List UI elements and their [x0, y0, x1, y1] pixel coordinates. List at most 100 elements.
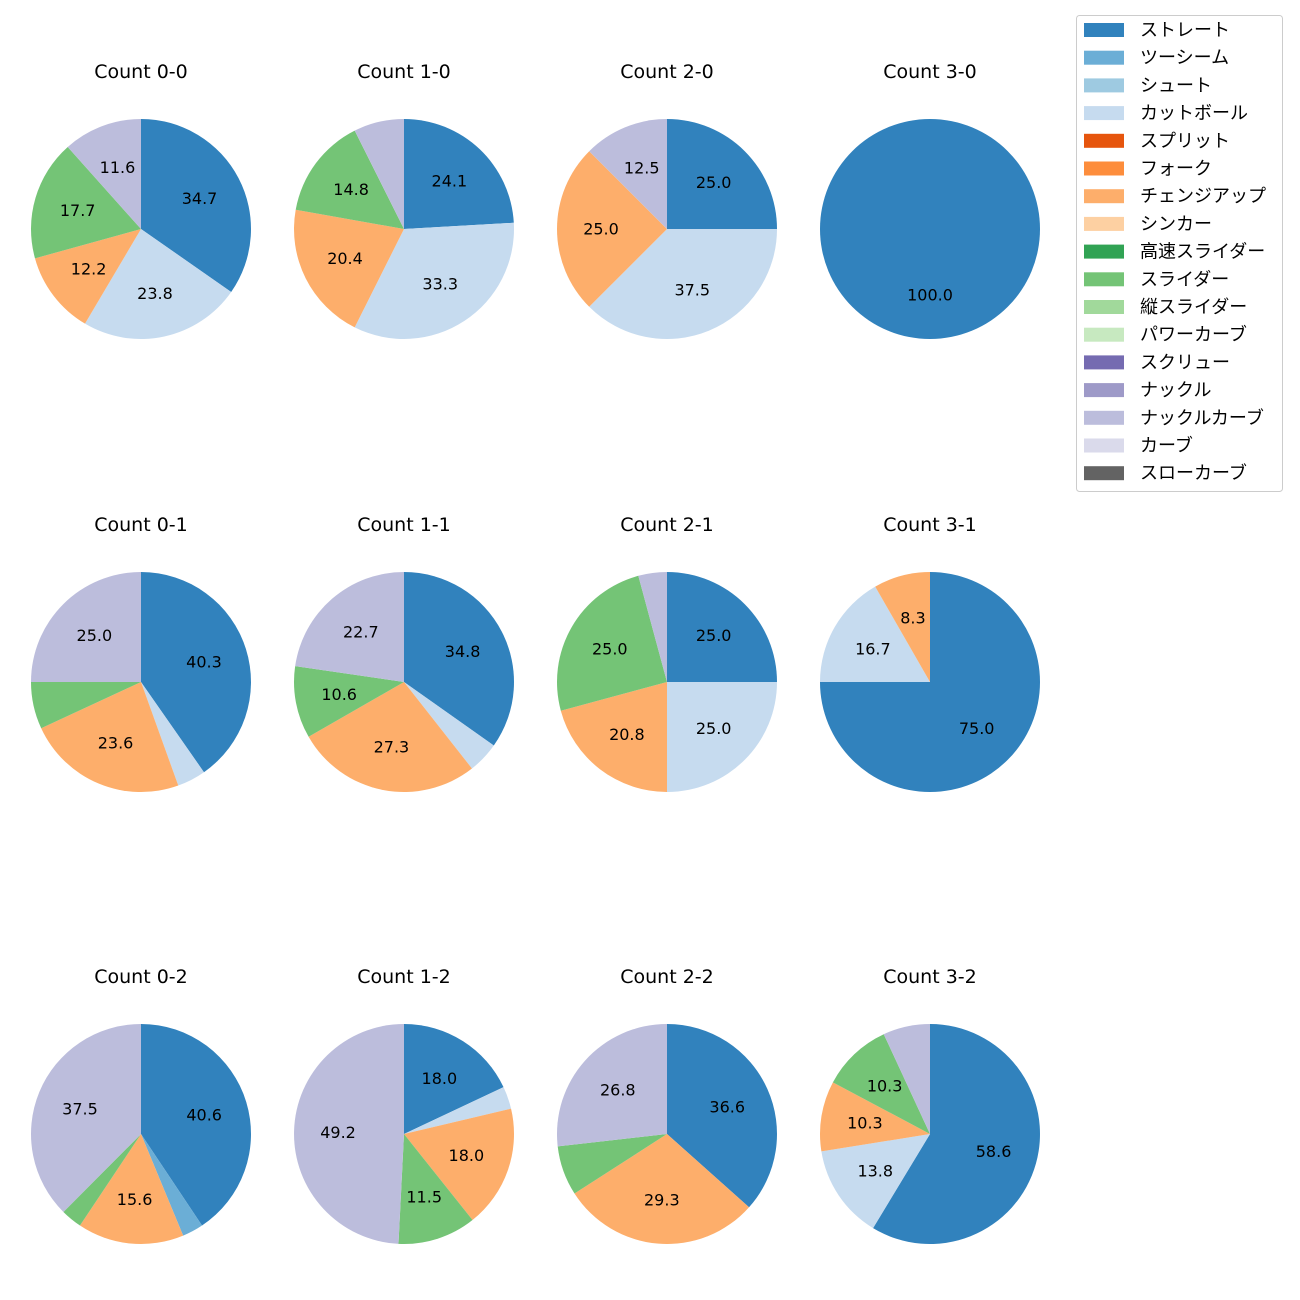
legend-label-13: ナックル [1140, 380, 1211, 401]
pie-slice-count-3-2-4 [883, 1024, 930, 1134]
pie-slice-count-3-1-2 [875, 572, 930, 682]
pie-label-count-2-1-2: 20.8 [609, 725, 645, 744]
legend-label-9: スライダー [1140, 269, 1229, 290]
pie-title-count-1-0: Count 1-0 [357, 61, 451, 83]
pie-label-count-2-0-1: 37.5 [674, 280, 710, 299]
pie-label-count-1-2-4: 49.2 [320, 1123, 356, 1142]
legend-label-11: パワーカーブ [1140, 324, 1247, 346]
pie-count-3-1: Count 3-1 75.0 16.7 8.3 [820, 514, 1040, 792]
pie-slice-count-2-1-2 [560, 682, 667, 792]
pie-label-count-3-2-1: 13.8 [857, 1161, 893, 1180]
pie-slice-count-1-0-1 [354, 222, 514, 339]
pie-label-count-0-1-4: 25.0 [77, 626, 113, 645]
pie-slice-count-2-2-2 [557, 1134, 667, 1194]
legend-label-12: スクリュー [1140, 352, 1230, 373]
pie-count-0-1: Count 0-1 40.3 23.6 25.0 [31, 514, 251, 793]
legend-swatch-1 [1084, 50, 1124, 65]
pie-slice-count-0-1-1 [141, 682, 204, 786]
pie-label-count-2-2-0: 36.6 [709, 1098, 745, 1117]
legend-label-10: 縦スライダー [1140, 297, 1247, 318]
legend: ストレートツーシームシュートカットボールスプリットフォークチェンジアップシンカー… [1076, 15, 1283, 492]
pie-title-count-2-0: Count 2-0 [620, 61, 714, 83]
pie-label-count-0-0-3: 17.7 [60, 201, 96, 220]
pie-slice-count-0-2-3 [63, 1134, 141, 1226]
pie-slice-count-1-2-4 [294, 1024, 404, 1244]
pie-slice-count-1-2-3 [398, 1134, 473, 1244]
pie-title-count-3-0: Count 3-0 [883, 61, 977, 83]
pie-slice-count-0-1-3 [31, 682, 141, 729]
pies-group: Count 0-0 34.7 23.8 12.2 17.7 11.6 Count 1-0 24… [31, 61, 1040, 1244]
pie-label-count-0-0-1: 23.8 [137, 284, 173, 303]
pie-title-count-0-2: Count 0-2 [94, 966, 188, 988]
pie-count-1-0: Count 1-0 24.1 33.3 20.4 14.8 [294, 61, 514, 339]
pie-label-count-2-0-3: 12.5 [624, 159, 660, 178]
legend-swatch-9 [1084, 272, 1124, 287]
pie-label-count-1-1-3: 10.6 [321, 685, 357, 704]
pie-label-count-3-0-0: 100.0 [907, 286, 953, 305]
legend-swatch-10 [1084, 300, 1124, 314]
pie-label-count-0-0-2: 12.2 [71, 260, 107, 279]
pie-slice-count-1-1-0 [404, 572, 515, 746]
pie-title-count-1-1: Count 1-1 [357, 514, 451, 536]
pie-label-count-1-2-3: 11.5 [406, 1187, 442, 1206]
pie-slice-count-2-0-1 [589, 229, 777, 339]
pie-label-count-3-1-1: 16.7 [855, 639, 891, 658]
pie-label-count-2-2-1: 29.3 [644, 1190, 680, 1209]
pie-slice-count-1-0-3 [295, 130, 404, 229]
legend-label-1: ツーシーム [1140, 48, 1229, 69]
pie-slice-count-3-0-0 [820, 119, 1040, 339]
pie-count-2-1: Count 2-1 25.0 25.0 20.8 25.0 [557, 514, 777, 792]
pie-label-count-2-0-2: 25.0 [583, 220, 619, 239]
legend-label-14: ナックルカーブ [1140, 407, 1264, 429]
pie-label-count-2-1-0: 25.0 [696, 626, 732, 645]
pie-label-count-0-1-0: 40.3 [186, 653, 222, 672]
pie-count-1-2: Count 1-2 18.0 18.0 11.5 49.2 [294, 966, 514, 1244]
pie-slice-count-0-0-4 [67, 119, 141, 229]
legend-swatch-11 [1084, 327, 1124, 342]
pie-slice-count-0-0-2 [34, 229, 141, 324]
pie-slice-count-1-0-2 [294, 209, 404, 328]
legend-swatch-5 [1084, 161, 1124, 176]
pie-slice-count-1-2-0 [404, 1024, 504, 1134]
pie-title-count-1-2: Count 1-2 [357, 966, 451, 988]
legend-label-4: スプリット [1140, 131, 1230, 152]
pie-slice-count-0-1-4 [31, 572, 141, 682]
pie-label-count-2-0-0: 25.0 [696, 173, 732, 192]
pie-slice-count-2-0-2 [557, 151, 667, 307]
pie-slice-count-0-1-2 [41, 682, 179, 793]
pie-slice-count-0-2-1 [141, 1134, 203, 1236]
pie-label-count-0-0-0: 34.7 [182, 189, 218, 208]
pie-slice-count-0-0-0 [141, 119, 251, 292]
pie-label-count-2-1-1: 25.0 [696, 719, 732, 738]
pie-slice-count-0-2-0 [141, 1024, 251, 1226]
pie-slice-count-2-1-3 [557, 575, 667, 711]
pie-slice-count-3-2-0 [873, 1024, 1040, 1244]
pie-slice-count-3-1-1 [820, 586, 930, 682]
pie-label-count-3-2-0: 58.6 [976, 1142, 1012, 1161]
legend-swatch-4 [1084, 133, 1124, 148]
pie-count-3-0: Count 3-0 100.0 [820, 61, 1040, 339]
pie-label-count-1-0-2: 20.4 [327, 249, 363, 268]
pie-slice-count-2-2-0 [667, 1024, 777, 1208]
legend-label-6: チェンジアップ [1140, 186, 1266, 207]
pie-label-count-1-1-2: 27.3 [374, 737, 410, 756]
pie-slice-count-1-1-4 [295, 572, 404, 682]
legend-swatch-16 [1084, 466, 1124, 481]
legend-swatch-8 [1084, 244, 1124, 259]
pie-slice-count-1-2-1 [404, 1087, 512, 1134]
pie-slice-count-3-2-2 [819, 1082, 930, 1152]
legend-label-15: カーブ [1140, 435, 1193, 457]
pie-label-count-3-1-2: 8.3 [900, 609, 925, 628]
pie-slice-count-2-1-0 [667, 572, 777, 682]
pie-slice-count-3-2-1 [821, 1134, 930, 1229]
legend-swatch-6 [1084, 189, 1124, 204]
pie-slice-count-1-0-4 [354, 119, 404, 229]
pie-title-count-3-2: Count 3-2 [883, 966, 977, 988]
pie-count-0-2: Count 0-2 40.6 15.6 37.5 [31, 966, 251, 1244]
pie-title-count-0-1: Count 0-1 [94, 514, 188, 536]
pie-title-count-2-1: Count 2-1 [620, 514, 714, 536]
legend-swatch-2 [1084, 78, 1124, 93]
pie-label-count-3-2-3: 10.3 [867, 1077, 903, 1096]
legend-swatch-0 [1084, 23, 1124, 37]
